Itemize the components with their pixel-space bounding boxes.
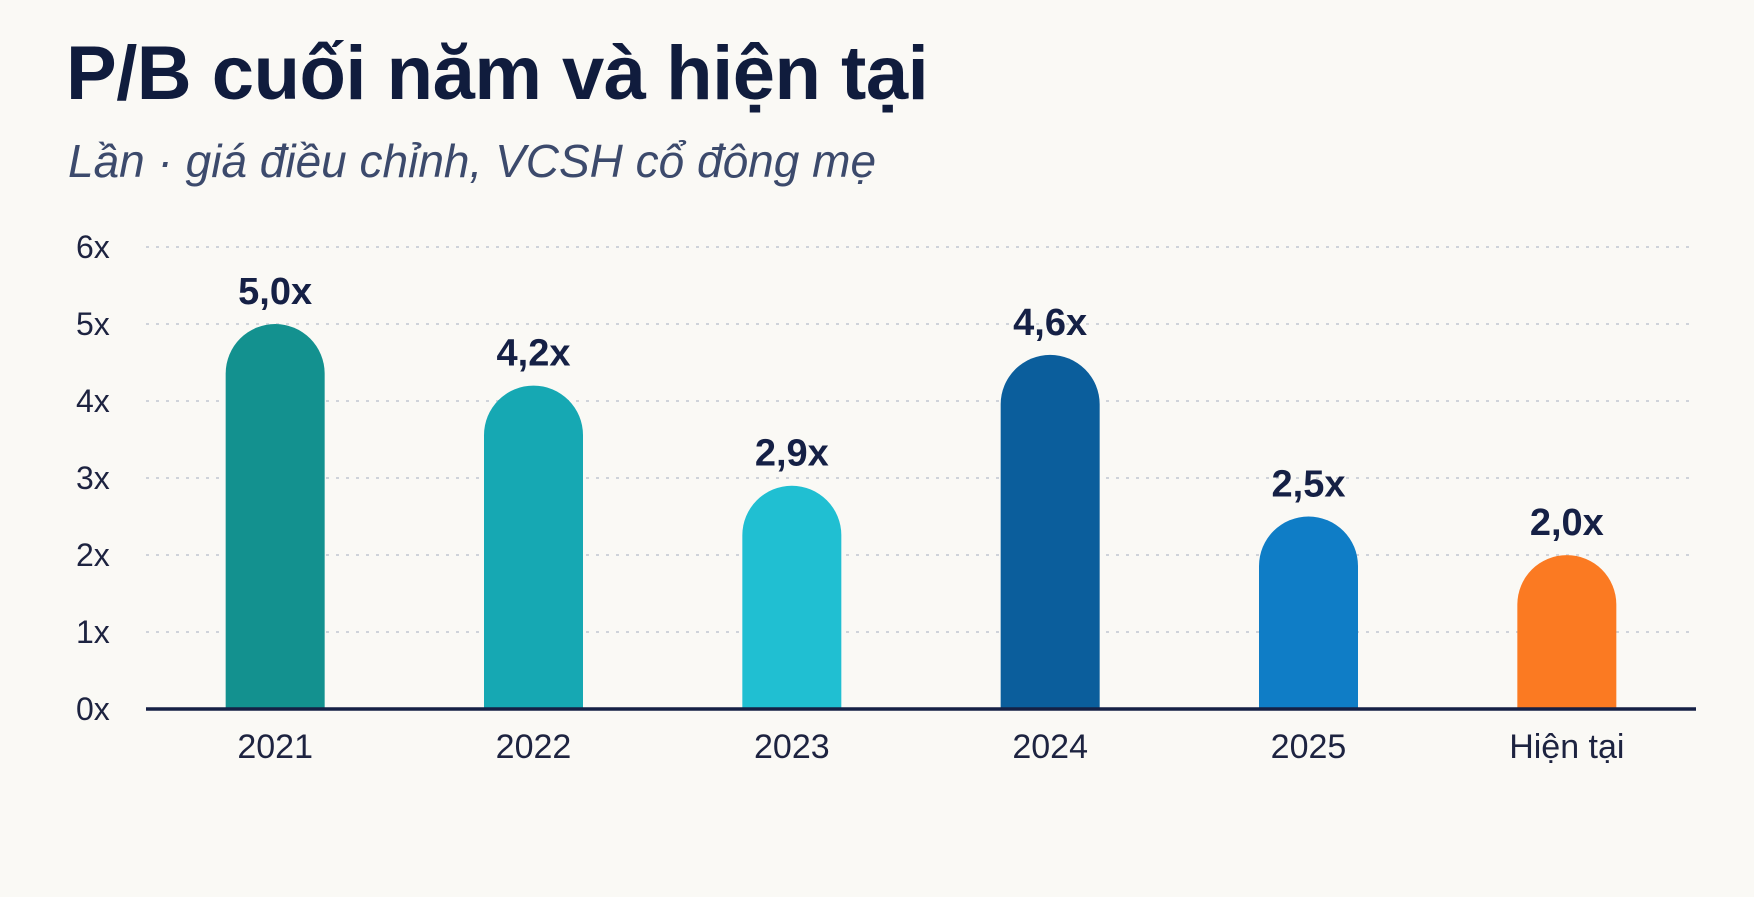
gridlines [146, 246, 1696, 633]
bars [225, 324, 1617, 709]
data-label: 4,6x [1013, 302, 1087, 344]
bar-2022 [484, 385, 583, 709]
y-tick-label: 1x [76, 614, 110, 650]
data-label: 4,2x [497, 333, 571, 375]
y-tick-label: 6x [76, 229, 110, 265]
bar-2024 [1000, 354, 1100, 709]
data-label: 2,9x [755, 433, 829, 475]
x-tick-label: 2021 [237, 728, 313, 766]
y-tick-label: 4x [76, 383, 110, 419]
chart-title: P/B cuối năm và hiện tại [66, 31, 929, 116]
x-axis-ticks: 2021 2022 2023 2024 2025 Hiện tại [237, 728, 1624, 766]
x-tick-label: 2022 [496, 728, 572, 766]
y-tick-label: 5x [76, 306, 110, 342]
data-label: 2,5x [1272, 464, 1346, 506]
bar-2023 [742, 485, 842, 709]
data-label: 5,0x [238, 271, 312, 313]
y-axis-ticks: 0x 1x 2x 3x 4x 5x 6x [76, 229, 110, 727]
y-tick-label: 0x [76, 691, 110, 727]
bar-hiện-tại [1517, 555, 1617, 709]
x-tick-label: 2025 [1271, 728, 1347, 766]
bar-2025 [1259, 516, 1358, 709]
x-tick-label: 2024 [1012, 728, 1088, 766]
y-tick-label: 2x [76, 537, 110, 573]
y-tick-label: 3x [76, 460, 110, 496]
x-tick-label: 2023 [754, 728, 830, 766]
data-label: 2,0x [1530, 502, 1604, 544]
bar-2021 [225, 324, 325, 709]
chart-subtitle: Lần · giá điều chỉnh, VCSH cổ đông mẹ [68, 135, 877, 187]
data-labels: 5,0x 4,2x 2,9x 4,6x 2,5x 2,0x [238, 271, 1604, 544]
x-tick-label: Hiện tại [1509, 728, 1624, 766]
